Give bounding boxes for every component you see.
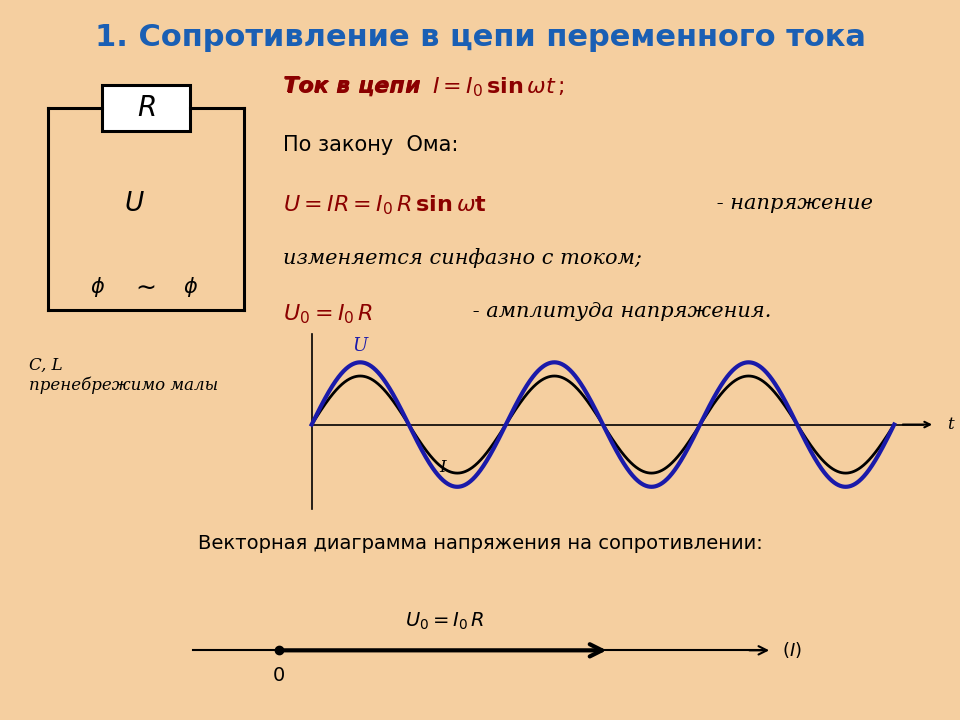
- Text: $U$: $U$: [124, 192, 145, 216]
- Text: I: I: [440, 459, 446, 475]
- Text: изменяется синфазно с током;: изменяется синфазно с током;: [283, 248, 642, 268]
- Text: 0: 0: [273, 666, 285, 685]
- Text: $U_0 = I_0\,R$: $U_0 = I_0\,R$: [405, 611, 484, 631]
- Text: $\phi$: $\phi$: [90, 275, 105, 299]
- Text: t: t: [947, 416, 953, 433]
- Text: U: U: [352, 337, 368, 355]
- Bar: [103, 85, 190, 130]
- Text: 1. Сопротивление в цепи переменного тока: 1. Сопротивление в цепи переменного тока: [95, 23, 865, 52]
- Text: $R$: $R$: [137, 94, 156, 122]
- Text: C, L
пренебрежимо малы: C, L пренебрежимо малы: [29, 356, 218, 394]
- Text: $\bfit{Ток\ в\ цепи}$: $\bfit{Ток\ в\ цепи}$: [283, 76, 421, 98]
- Text: Векторная диаграмма напряжения на сопротивлении:: Векторная диаграмма напряжения на сопрот…: [198, 534, 762, 553]
- Text: $\phi$: $\phi$: [183, 275, 198, 299]
- Text: $(I)$: $(I)$: [782, 640, 802, 660]
- Text: $U_0 = I_0\,R$: $U_0 = I_0\,R$: [283, 302, 373, 326]
- Text: $I = I_0\,\mathbf{sin}\,\omega t\,;$: $I = I_0\,\mathbf{sin}\,\omega t\,;$: [432, 76, 564, 99]
- Text: $\sim$: $\sim$: [132, 275, 156, 299]
- Text: Ток в цепи: Ток в цепи: [283, 76, 420, 96]
- Text: - амплитуда напряжения.: - амплитуда напряжения.: [466, 302, 771, 321]
- Text: По закону  Ома:: По закону Ома:: [283, 135, 459, 155]
- Text: $U = IR = I_0\,R\,\mathbf{sin}\,\omega\mathbf{t}$: $U = IR = I_0\,R\,\mathbf{sin}\,\omega\m…: [283, 194, 487, 217]
- Text: - напряжение: - напряжение: [710, 194, 874, 212]
